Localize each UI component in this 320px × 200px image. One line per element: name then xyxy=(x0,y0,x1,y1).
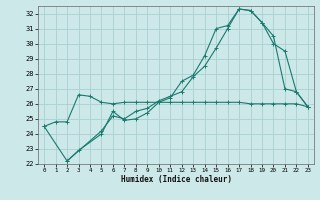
X-axis label: Humidex (Indice chaleur): Humidex (Indice chaleur) xyxy=(121,175,231,184)
